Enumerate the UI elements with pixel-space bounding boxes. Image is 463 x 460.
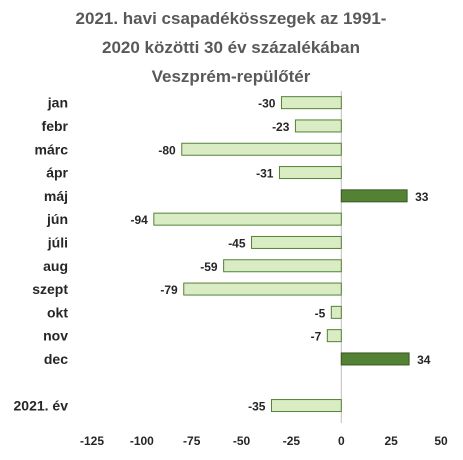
bar (223, 259, 342, 273)
data-label: -23 (272, 120, 290, 134)
data-label: -94 (130, 213, 148, 227)
data-label: -59 (200, 260, 218, 274)
data-label: -30 (258, 97, 276, 111)
bar (340, 352, 410, 366)
data-label: -80 (158, 143, 176, 157)
category-label: jan (47, 95, 68, 111)
bar (330, 305, 342, 319)
bar (270, 399, 342, 413)
chart-title-line-2: 2020 közötti 30 év százalékában (102, 38, 360, 57)
data-label: -79 (160, 283, 178, 297)
labels-group: jan -30 febr -23 márc -80 ápr -31 máj 33 jún -94 júl… (14, 95, 431, 414)
category-label: febr (42, 118, 69, 134)
chart-title-line-1: 2021. havi csapadékösszegek az 1991- (76, 9, 387, 28)
data-label: -35 (248, 400, 266, 414)
x-tick-label: 0 (338, 434, 345, 448)
category-label: nov (43, 328, 68, 344)
data-label: -31 (256, 167, 274, 181)
x-tick-label: 25 (384, 434, 398, 448)
category-label: júli (47, 234, 68, 250)
x-tick-label: -50 (233, 434, 251, 448)
x-tick-label: -100 (130, 434, 154, 448)
category-label: máj (44, 188, 68, 204)
bars-group (153, 96, 410, 413)
bar (340, 189, 408, 203)
bar (294, 119, 342, 133)
bar (326, 329, 342, 343)
category-label: márc (35, 141, 69, 157)
data-label: -7 (311, 330, 322, 344)
data-label: -45 (228, 236, 246, 250)
data-label: 34 (417, 353, 431, 367)
category-label: dec (44, 351, 68, 367)
category-label: ápr (46, 165, 68, 181)
x-tick-label: -125 (80, 434, 104, 448)
category-label: okt (47, 304, 68, 320)
category-label: jún (46, 211, 68, 227)
data-label: -5 (315, 306, 326, 320)
bar (251, 235, 342, 249)
data-label: 33 (415, 190, 429, 204)
category-label: 2021. év (14, 398, 69, 414)
bar (278, 166, 342, 180)
axis-group: -125 -100 -75 -50 -25 0 25 50 (80, 91, 448, 448)
bar (181, 142, 342, 156)
chart-title: 2021. havi csapadékösszegek az 1991- 202… (76, 9, 387, 86)
category-label: szept (32, 281, 68, 297)
chart-title-line-3: Veszprém-repülőtér (152, 67, 311, 86)
x-tick-label: 50 (434, 434, 448, 448)
x-tick-label: -25 (283, 434, 301, 448)
bar (280, 96, 342, 110)
bar (183, 282, 342, 296)
x-tick-label: -75 (183, 434, 201, 448)
category-label: aug (43, 258, 68, 274)
bar (153, 212, 342, 226)
